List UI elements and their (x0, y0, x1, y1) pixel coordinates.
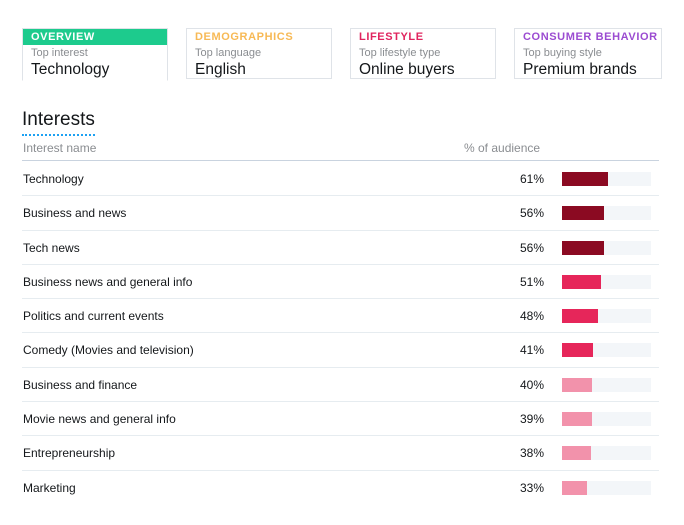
table-row: Movie news and general info 39% (22, 402, 659, 437)
tab-label: DEMOGRAPHICS (195, 31, 294, 43)
tab-value: English (195, 61, 246, 78)
percent-bar-track (562, 377, 651, 392)
percent-bar-track (562, 206, 651, 221)
table-row: Politics and current events 48% (22, 299, 659, 334)
percent-bar-fill (562, 274, 601, 289)
percent-bar-fill (562, 172, 608, 186)
category-tabs: OVERVIEW Top interest Technology DEMOGRA… (22, 28, 662, 81)
percent-bar-fill (562, 446, 591, 461)
interest-percent: 56% (519, 240, 544, 255)
percent-bar-fill (562, 480, 587, 495)
header-divider (22, 160, 659, 161)
tab-value: Premium brands (523, 61, 637, 78)
percent-bar-fill (562, 240, 604, 255)
interest-percent: 56% (519, 206, 544, 221)
tab-sublabel: Top buying style (523, 47, 602, 59)
tab-lifestyle[interactable]: LIFESTYLE Top lifestyle type Online buye… (350, 28, 496, 79)
interest-name: Movie news and general info (23, 412, 176, 427)
tab-value: Online buyers (359, 61, 455, 78)
interest-name: Business and finance (23, 377, 138, 392)
tab-value: Technology (31, 61, 110, 78)
percent-bar-fill (562, 206, 604, 221)
tab-sublabel: Top language (195, 47, 262, 59)
tab-label: LIFESTYLE (359, 31, 424, 43)
interest-name: Politics and current events (23, 309, 164, 324)
interest-percent: 61% (519, 172, 544, 186)
table-row: Technology 61% (22, 162, 659, 197)
tab-label: CONSUMER BEHAVIOR (523, 31, 658, 43)
interest-name: Entrepreneurship (23, 446, 116, 461)
interest-name: Marketing (23, 480, 76, 495)
interest-percent: 38% (519, 446, 544, 461)
percent-bar-track (562, 172, 651, 186)
percent-bar-fill (562, 309, 598, 324)
interest-name: Technology (23, 172, 84, 186)
column-header-percent: % of audience (464, 141, 541, 155)
interest-percent: 40% (519, 377, 544, 392)
table-row: Business news and general info 51% (22, 265, 659, 300)
tab-consumer-behavior[interactable]: CONSUMER BEHAVIOR Top buying style Premi… (514, 28, 662, 79)
percent-bar-track (562, 309, 651, 324)
interest-percent: 33% (519, 480, 544, 495)
column-header-name: Interest name (23, 141, 97, 155)
percent-bar-fill (562, 412, 592, 427)
interest-name: Business news and general info (23, 274, 193, 289)
percent-bar-track (562, 240, 651, 255)
percent-bar-track (562, 274, 651, 289)
tab-sublabel: Top interest (31, 47, 88, 59)
tab-overview[interactable]: OVERVIEW Top interest Technology (22, 28, 168, 81)
section-title: Interests (22, 108, 95, 136)
interest-percent: 51% (519, 274, 544, 289)
interest-percent: 39% (519, 412, 544, 427)
tab-label: OVERVIEW (23, 29, 167, 45)
interest-name: Comedy (Movies and television) (23, 343, 194, 358)
table-row: Business and news 56% (22, 196, 659, 231)
percent-bar-fill (562, 377, 592, 392)
percent-bar-fill (562, 343, 593, 358)
percent-bar-track (562, 446, 651, 461)
interest-name: Tech news (23, 240, 80, 255)
table-row: Tech news 56% (22, 231, 659, 265)
interests-table: Technology 61% Business and news 56% Tech ne… (22, 162, 659, 505)
table-row: Comedy (Movies and television) 41% (22, 333, 659, 368)
percent-bar-track (562, 343, 651, 358)
percent-bar-track (562, 412, 651, 427)
tab-demographics[interactable]: DEMOGRAPHICS Top language English (186, 28, 332, 79)
table-row: Marketing 33% (22, 471, 659, 505)
table-row: Entrepreneurship 38% (22, 436, 659, 471)
table-row: Business and finance 40% (22, 368, 659, 403)
tab-sublabel: Top lifestyle type (359, 47, 441, 59)
interest-name: Business and news (23, 206, 127, 221)
interest-percent: 41% (519, 343, 544, 358)
percent-bar-track (562, 480, 651, 495)
interest-percent: 48% (519, 309, 544, 324)
